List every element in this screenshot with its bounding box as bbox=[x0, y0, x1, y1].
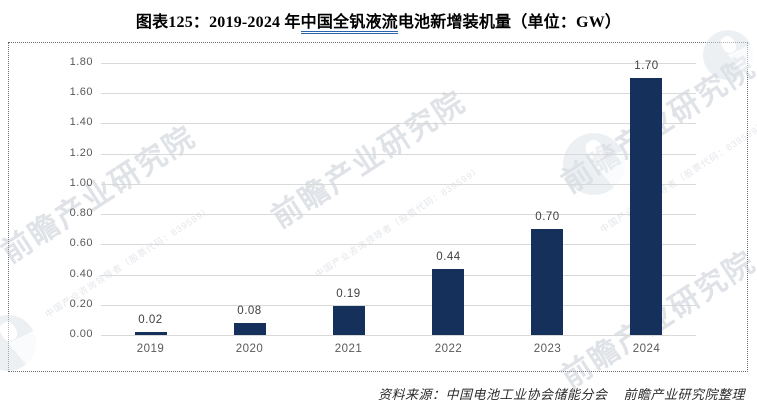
y-axis-tick-label: 0.40 bbox=[69, 268, 93, 280]
y-axis-tick-label: 0.80 bbox=[69, 207, 93, 219]
bar-2019 bbox=[135, 332, 167, 335]
bar-2020 bbox=[234, 323, 266, 335]
x-axis-tick-label: 2021 bbox=[334, 343, 363, 355]
y-axis-tick-label: 0.00 bbox=[69, 328, 93, 340]
bar-2023 bbox=[531, 229, 563, 335]
gridline bbox=[101, 93, 696, 94]
bar-value-label: 0.02 bbox=[138, 314, 163, 326]
gridline bbox=[101, 184, 696, 185]
source-note-label: 资料来源：中国电池工业协会储能分会 bbox=[377, 387, 608, 402]
y-axis-tick-label: 0.20 bbox=[69, 298, 93, 310]
plot-area: 1.80 1.60 1.40 1.20 1.00 0.80 0.60 0.40 0.20 0.00… bbox=[70, 56, 696, 355]
chart-title: 图表125：2019-2024 年中国全钒液流电池新增装机量（单位：GW） bbox=[0, 8, 757, 34]
gridline bbox=[101, 305, 696, 306]
y-axis-tick-label: 1.20 bbox=[69, 147, 93, 159]
y-axis-tick-label: 1.00 bbox=[69, 177, 93, 189]
y-axis-tick-label: 0.60 bbox=[69, 237, 93, 249]
gridline bbox=[101, 123, 696, 124]
source-note-credit: 前瞻产业研究院整理 bbox=[623, 387, 745, 402]
bar-value-label: 0.08 bbox=[237, 305, 262, 317]
gridline bbox=[101, 335, 696, 336]
x-axis-tick-label: 2023 bbox=[533, 343, 562, 355]
chart-title-suffix: 电池新增装机量（单位：GW） bbox=[397, 14, 622, 31]
x-axis-tick-label: 2020 bbox=[235, 343, 264, 355]
bar-2021 bbox=[333, 306, 365, 335]
source-note: 资料来源：中国电池工业协会储能分会 前瞻产业研究院整理 bbox=[25, 384, 745, 403]
bar-value-label: 0.44 bbox=[436, 251, 461, 263]
x-axis-tick-label: 2024 bbox=[632, 343, 661, 355]
bar-2024 bbox=[630, 78, 662, 335]
chart-plot-frame: 1.80 1.60 1.40 1.20 1.00 0.80 0.60 0.40 0.20 0.00… bbox=[8, 42, 748, 372]
bar-2022 bbox=[432, 269, 464, 335]
bar-value-label: 0.70 bbox=[535, 211, 560, 223]
gridline bbox=[101, 275, 696, 276]
bar-value-label: 0.19 bbox=[336, 288, 361, 300]
chart-title-underlined: 中国全钒液流 bbox=[300, 14, 398, 34]
x-axis-tick-label: 2022 bbox=[434, 343, 463, 355]
y-axis-tick-label: 1.80 bbox=[69, 56, 93, 68]
gridline bbox=[101, 214, 696, 215]
bar-value-label: 1.70 bbox=[634, 60, 659, 72]
gridline bbox=[101, 244, 696, 245]
y-axis-tick-label: 1.40 bbox=[69, 116, 93, 128]
gridline bbox=[101, 63, 696, 64]
chart-title-prefix: 图表125：2019-2024 年 bbox=[135, 14, 301, 31]
x-axis-tick-label: 2019 bbox=[136, 343, 165, 355]
y-axis-tick-label: 1.60 bbox=[69, 86, 93, 98]
gridline bbox=[101, 154, 696, 155]
